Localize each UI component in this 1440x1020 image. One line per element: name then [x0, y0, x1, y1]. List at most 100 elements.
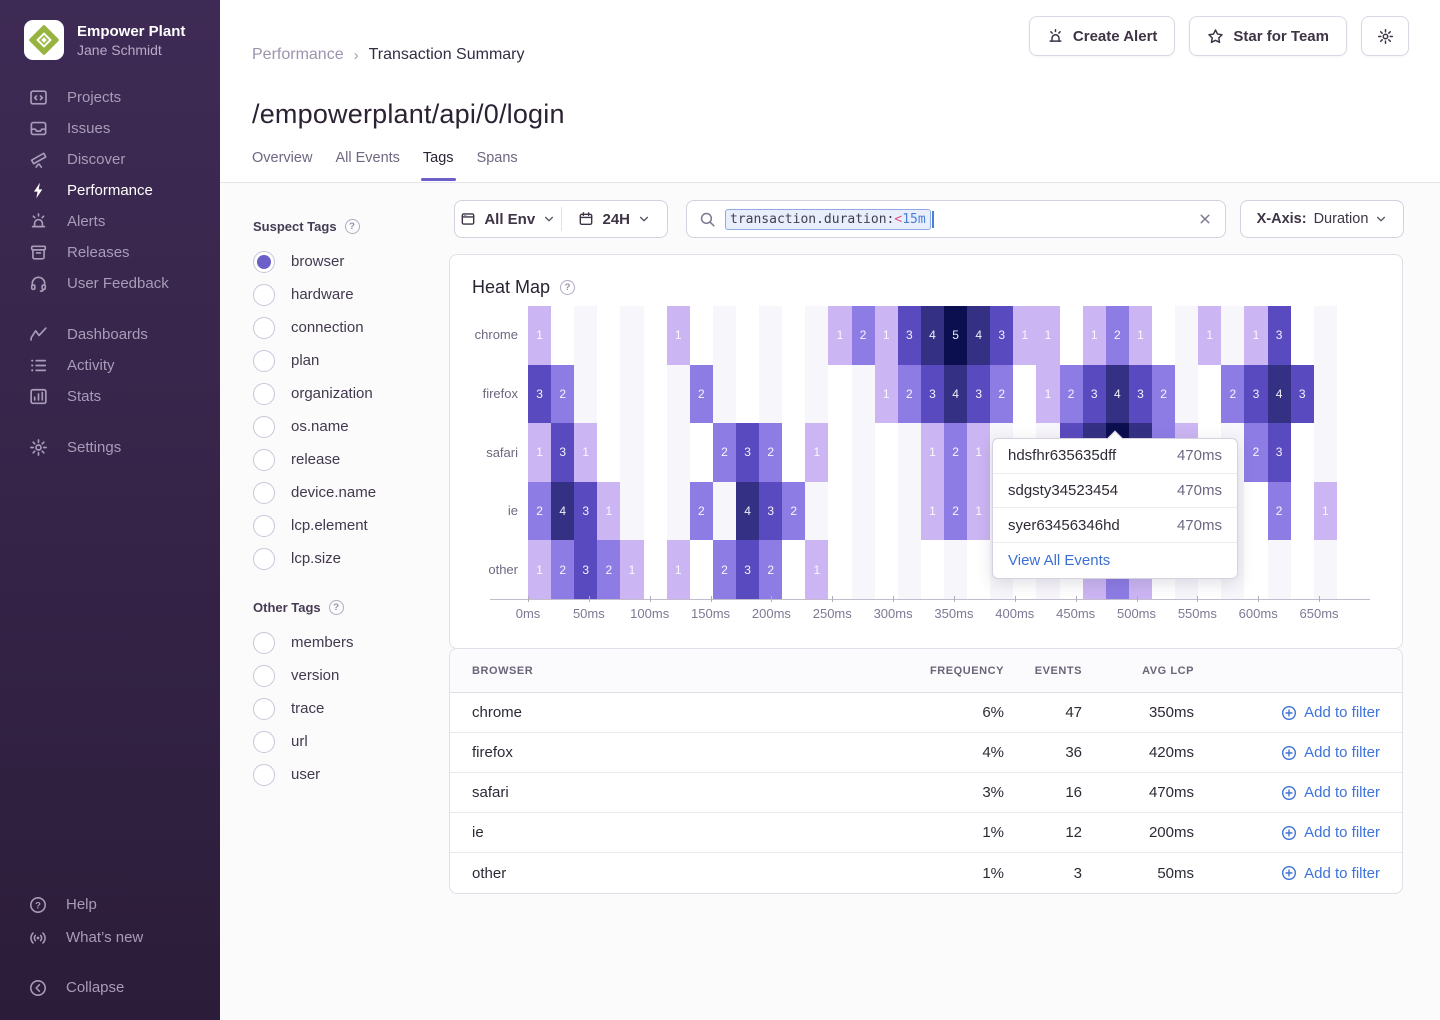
search-input[interactable]: transaction.duration: <15m	[686, 200, 1226, 238]
tag-radio-members[interactable]: members	[253, 626, 433, 659]
heatmap-cell-firefox-18[interactable]: 4	[944, 364, 968, 424]
sidebar-item-discover[interactable]: Discover	[0, 144, 220, 175]
heatmap-cell-firefox-1[interactable]: 2	[551, 364, 575, 424]
heatmap-cell-firefox-22[interactable]: 1	[1036, 364, 1060, 424]
sidebar-item-settings[interactable]: Settings	[0, 432, 220, 463]
breadcrumb-performance[interactable]: Performance	[252, 46, 344, 63]
tag-radio-version[interactable]: version	[253, 659, 433, 692]
tag-radio-hardware[interactable]: hardware	[253, 278, 433, 311]
tab-tags[interactable]: Tags	[420, 150, 456, 181]
tab-overview[interactable]: Overview	[252, 150, 313, 166]
heatmap-cell-ie-7[interactable]: 2	[689, 481, 713, 541]
heatmap-cell-chrome-21[interactable]: 1	[1013, 306, 1037, 365]
heatmap-cell-firefox-15[interactable]: 1	[874, 364, 898, 424]
heatmap-cell-other-2[interactable]: 3	[574, 540, 598, 599]
heatmap-cell-safari-19[interactable]: 1	[967, 423, 991, 482]
heatmap-cell-safari-17[interactable]: 1	[920, 423, 944, 482]
heatmap-cell-chrome-24[interactable]: 1	[1082, 306, 1106, 365]
sidebar-item-performance[interactable]: Performance	[0, 175, 220, 206]
heatmap-cell-firefox-19[interactable]: 3	[967, 364, 991, 424]
add-to-filter-button[interactable]: Add to filter	[1194, 704, 1380, 721]
heatmap-cell-ie-0[interactable]: 2	[528, 481, 552, 541]
radio-button[interactable]	[253, 415, 275, 438]
tag-radio-connection[interactable]: connection	[253, 311, 433, 344]
heatmap-cell-chrome-22[interactable]: 1	[1036, 306, 1060, 365]
help-icon[interactable]: ?	[560, 280, 576, 295]
heatmap-cell-ie-18[interactable]: 2	[944, 481, 968, 541]
heatmap-cell-ie-3[interactable]: 1	[597, 481, 621, 541]
heatmap-cell-firefox-25[interactable]: 4	[1105, 364, 1129, 424]
sidebar-item-alerts[interactable]: Alerts	[0, 206, 220, 237]
heatmap-cell-chrome-17[interactable]: 4	[920, 306, 944, 365]
sidebar-item-what-s-new[interactable]: What’s new	[0, 921, 220, 954]
heatmap-cell-chrome-0[interactable]: 1	[528, 306, 552, 365]
heatmap-cell-firefox-30[interactable]: 2	[1221, 364, 1245, 424]
radio-button[interactable]	[253, 382, 275, 405]
heatmap-cell-other-4[interactable]: 1	[620, 540, 644, 599]
clear-search-icon[interactable]	[1197, 211, 1213, 227]
xaxis-select[interactable]: X-Axis: Duration	[1240, 200, 1404, 238]
sidebar-item-dashboards[interactable]: Dashboards	[0, 319, 220, 350]
heatmap-cell-other-8[interactable]: 2	[712, 540, 736, 599]
heatmap-cell-firefox-0[interactable]: 3	[528, 364, 552, 424]
tag-radio-lcp-size[interactable]: lcp.size	[253, 542, 433, 575]
view-all-events-link[interactable]: View All Events	[1008, 551, 1111, 569]
add-to-filter-button[interactable]: Add to filter	[1194, 824, 1380, 841]
tooltip-event-row[interactable]: hdsfhr635635dff 470ms	[993, 439, 1237, 474]
heatmap-cell-safari-18[interactable]: 2	[944, 423, 968, 482]
heatmap-cell-other-12[interactable]: 1	[805, 540, 829, 599]
heatmap-cell-chrome-13[interactable]: 1	[828, 306, 852, 365]
sidebar-item-activity[interactable]: Activity	[0, 350, 220, 381]
tag-radio-release[interactable]: release	[253, 443, 433, 476]
heatmap-cell-ie-34[interactable]: 1	[1313, 481, 1337, 541]
heatmap-cell-other-0[interactable]: 1	[528, 540, 552, 599]
heatmap-cell-safari-1[interactable]: 3	[551, 423, 575, 482]
tooltip-event-row[interactable]: sdgsty34523454 470ms	[993, 474, 1237, 509]
heatmap-cell-firefox-31[interactable]: 3	[1244, 364, 1268, 424]
heatmap-cell-other-1[interactable]: 2	[551, 540, 575, 599]
radio-button[interactable]	[253, 514, 275, 537]
sidebar-item-user-feedback[interactable]: User Feedback	[0, 268, 220, 299]
heatmap-cell-ie-10[interactable]: 3	[759, 481, 783, 541]
tag-radio-browser[interactable]: browser	[253, 245, 433, 278]
add-to-filter-button[interactable]: Add to filter	[1194, 865, 1380, 882]
heatmap-cell-chrome-32[interactable]: 3	[1267, 306, 1291, 365]
sidebar-item-help[interactable]: ? Help	[0, 888, 220, 921]
heatmap-cell-other-6[interactable]: 1	[666, 540, 690, 599]
help-icon[interactable]: ?	[344, 219, 360, 234]
search-filter-token[interactable]: transaction.duration: <15m	[725, 208, 931, 230]
environment-select[interactable]: All Env	[455, 201, 561, 237]
radio-button[interactable]	[253, 250, 275, 273]
heatmap-cell-ie-17[interactable]: 1	[920, 481, 944, 541]
heatmap-cell-safari-12[interactable]: 1	[805, 423, 829, 482]
heatmap-cell-firefox-7[interactable]: 2	[689, 364, 713, 424]
heatmap-cell-ie-9[interactable]: 4	[736, 481, 760, 541]
help-icon[interactable]: ?	[328, 600, 344, 615]
heatmap-cell-chrome-15[interactable]: 1	[874, 306, 898, 365]
tag-radio-organization[interactable]: organization	[253, 377, 433, 410]
radio-button[interactable]	[253, 316, 275, 339]
heatmap-cell-safari-8[interactable]: 2	[712, 423, 736, 482]
radio-button[interactable]	[253, 448, 275, 471]
heatmap-cell-chrome-20[interactable]: 3	[990, 306, 1014, 365]
radio-button[interactable]	[253, 547, 275, 570]
heatmap-cell-firefox-26[interactable]: 3	[1128, 364, 1152, 424]
org-switcher[interactable]: Empower Plant Jane Schmidt	[0, 0, 220, 60]
sidebar-item-releases[interactable]: Releases	[0, 237, 220, 268]
radio-button[interactable]	[253, 697, 275, 720]
heatmap-cell-chrome-26[interactable]: 1	[1128, 306, 1152, 365]
heatmap-cell-firefox-17[interactable]: 3	[920, 364, 944, 424]
heatmap-cell-chrome-14[interactable]: 2	[851, 306, 875, 365]
sidebar-item-stats[interactable]: Stats	[0, 381, 220, 412]
tag-radio-lcp-element[interactable]: lcp.element	[253, 509, 433, 542]
heatmap-cell-firefox-27[interactable]: 2	[1152, 364, 1176, 424]
tag-radio-user[interactable]: user	[253, 758, 433, 791]
radio-button[interactable]	[253, 481, 275, 504]
settings-button[interactable]	[1361, 16, 1409, 56]
heatmap-cell-firefox-32[interactable]: 4	[1267, 364, 1291, 424]
tab-spans[interactable]: Spans	[476, 150, 518, 166]
heatmap-cell-firefox-33[interactable]: 3	[1290, 364, 1314, 424]
heatmap-cell-safari-2[interactable]: 1	[574, 423, 598, 482]
radio-button[interactable]	[253, 763, 275, 786]
sidebar-item-issues[interactable]: Issues	[0, 113, 220, 144]
